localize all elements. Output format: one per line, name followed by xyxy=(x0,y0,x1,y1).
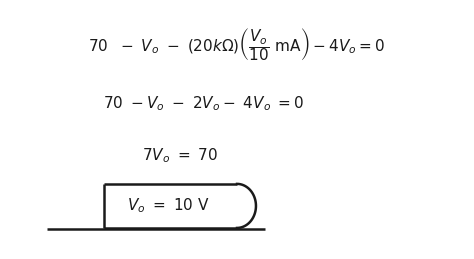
Text: $V_o\ =\ 10\ \mathrm{V}$: $V_o\ =\ 10\ \mathrm{V}$ xyxy=(127,197,210,215)
Text: $70\ -V_o\ -\ 2V_o-\ 4V_o\ =0$: $70\ -V_o\ -\ 2V_o-\ 4V_o\ =0$ xyxy=(103,94,304,113)
Text: $7V_o\ =\ 70$: $7V_o\ =\ 70$ xyxy=(142,146,218,165)
Text: $70\ \ -\ V_o\ -\ (20k\Omega)\left(\dfrac{V_o}{10}\ \mathrm{mA}\right)-4V_o=0$: $70\ \ -\ V_o\ -\ (20k\Omega)\left(\dfra… xyxy=(89,26,385,62)
